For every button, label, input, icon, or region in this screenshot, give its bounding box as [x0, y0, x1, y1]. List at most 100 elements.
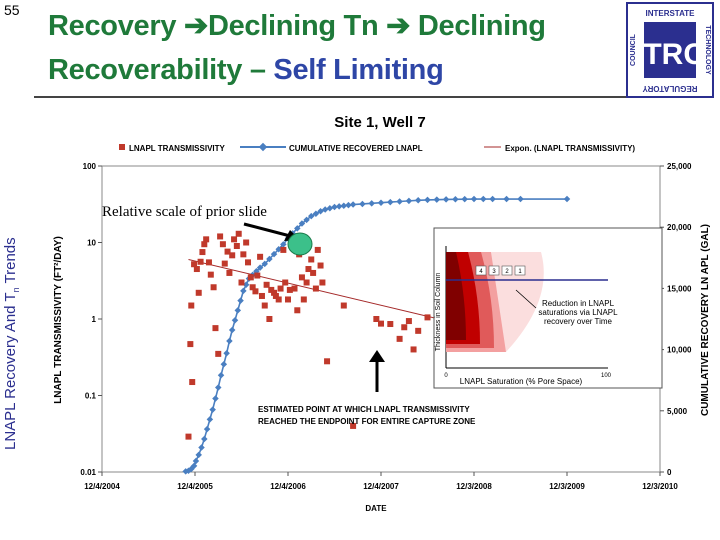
cumulative-point [489, 195, 496, 203]
logo-left-text: COUNCIL [630, 33, 637, 66]
transmissivity-point [197, 258, 204, 265]
transmissivity-point [257, 253, 264, 260]
cumulative-point [240, 287, 247, 295]
logo-letters: ITRC [635, 38, 705, 71]
transmissivity-point [350, 422, 357, 429]
cumulative-point [414, 197, 422, 204]
cumulative-point [405, 197, 413, 205]
y-tick-label: 0.01 [80, 468, 96, 477]
cumulative-point [203, 425, 211, 433]
cumulative-point [424, 196, 431, 204]
transmissivity-point [258, 292, 265, 299]
transmissivity-point [224, 248, 231, 255]
title-recovery: Recovery [48, 10, 184, 42]
transmissivity-point [261, 302, 268, 309]
y-tick-label: 0.1 [85, 392, 97, 401]
transmissivity-point [203, 236, 210, 243]
transmissivity-point [185, 433, 192, 440]
chart-title: Site 1, Well 7 [334, 114, 425, 131]
transmissivity-point [243, 239, 250, 246]
transmissivity-point [188, 302, 195, 309]
transmissivity-point [266, 316, 273, 322]
transmissivity-point [312, 285, 319, 292]
transmissivity-point [424, 314, 431, 321]
cumulative-point [190, 462, 198, 470]
cumulative-point [275, 245, 282, 253]
inset-caption-1: Reduction in LNAPL [542, 299, 615, 308]
inset-box-2: 2 [505, 269, 509, 275]
relative-scale-arrow [243, 222, 295, 239]
cumulative-point [298, 220, 306, 227]
transmissivity-point [324, 358, 331, 365]
transmissivity-point [229, 252, 236, 259]
cumulative-point [198, 444, 205, 451]
transmissivity-point [240, 251, 247, 258]
side-label-text: LNAPL Recovery And T [2, 292, 19, 450]
y2-tick-label: 20,000 [667, 223, 692, 232]
cumulative-point [480, 195, 487, 203]
x-tick-label: 12/3/2010 [642, 482, 678, 491]
cumulative-point [206, 416, 214, 423]
legend: LNAPL TRANSMISSIVITY CUMULATIVE RECOVERE… [119, 142, 635, 153]
transmissivity-point [263, 281, 270, 288]
slide-number: 55 [4, 2, 20, 18]
x-tick-label: 12/4/2005 [177, 482, 213, 491]
cumulative-point [201, 435, 208, 443]
inset-y-label: Thickness in Soil Column [435, 273, 442, 352]
transmissivity-point [303, 279, 310, 286]
cumulative-point [226, 337, 233, 345]
title-recoverability: Recoverability – [48, 54, 274, 86]
transmissivity-point [238, 279, 245, 286]
recovery-chart: Site 1, Well 7 LNAPL TRANSMISSIVITY CUMU… [53, 114, 711, 513]
cumulative-point [192, 457, 200, 465]
relative-scale-note: Relative scale of prior slide [102, 204, 267, 220]
transmissivity-point [387, 321, 394, 328]
transmissivity-point [415, 327, 422, 334]
cumulative-point [237, 297, 244, 304]
cumulative-point [303, 216, 310, 224]
cumulative-point [442, 196, 450, 203]
legend-trend-label: Expon. (LNAPL TRANSMISSIVITY) [505, 144, 635, 153]
cumulative-point [563, 195, 571, 203]
transmissivity-point [189, 379, 196, 386]
transmissivity-point [308, 256, 315, 263]
transmissivity-point [212, 325, 219, 332]
cumulative-point [452, 196, 459, 203]
right-arrow-icon: ➔ [183, 10, 208, 42]
cumulative-point [359, 200, 366, 208]
x-tick-label: 12/3/2008 [456, 482, 492, 491]
transmissivity-point [294, 307, 301, 314]
y2-axis-label: CUMULATIVE RECOVERY LN APL (GAL) [700, 224, 711, 416]
transmissivity-point [310, 269, 317, 276]
cumulative-point [331, 203, 338, 211]
inset-x-max: 100 [601, 373, 612, 379]
transmissivity-point [195, 289, 202, 296]
title-line-1: Recovery ➔Declining Tn ➔ Declining [48, 4, 618, 48]
cumulative-point [266, 255, 273, 263]
transmissivity-point [247, 274, 254, 281]
x-tick-label: 12/3/2009 [549, 482, 585, 491]
y2-tick-label: 0 [667, 468, 672, 477]
highlight-ellipse [287, 232, 313, 256]
x-tick-label: 12/4/2006 [270, 482, 306, 491]
title-divider [34, 96, 680, 98]
transmissivity-point [215, 350, 222, 357]
inset-saturation-shape-5 [491, 252, 544, 352]
cumulative-point [503, 195, 510, 203]
transmissivity-point [254, 272, 261, 279]
inset-caption-2: saturations via LNAPL [538, 308, 618, 317]
slide-title: Recovery ➔Declining Tn ➔ Declining Recov… [48, 4, 618, 92]
cumulative-point [195, 451, 202, 459]
transmissivity-point [340, 302, 347, 309]
transmissivity-point [207, 271, 214, 278]
transmissivity-point [405, 318, 412, 325]
transmissivity-point [271, 289, 278, 296]
cumulative-point [261, 260, 269, 268]
y2-tick-label: 25,000 [667, 162, 692, 171]
transmissivity-point [272, 292, 279, 299]
transmissivity-point [282, 279, 289, 286]
transmissivity-point [401, 324, 408, 331]
transmissivity-point [219, 241, 226, 248]
transmissivity-point [275, 296, 282, 303]
inset-caption-3: recovery over Time [544, 317, 613, 326]
